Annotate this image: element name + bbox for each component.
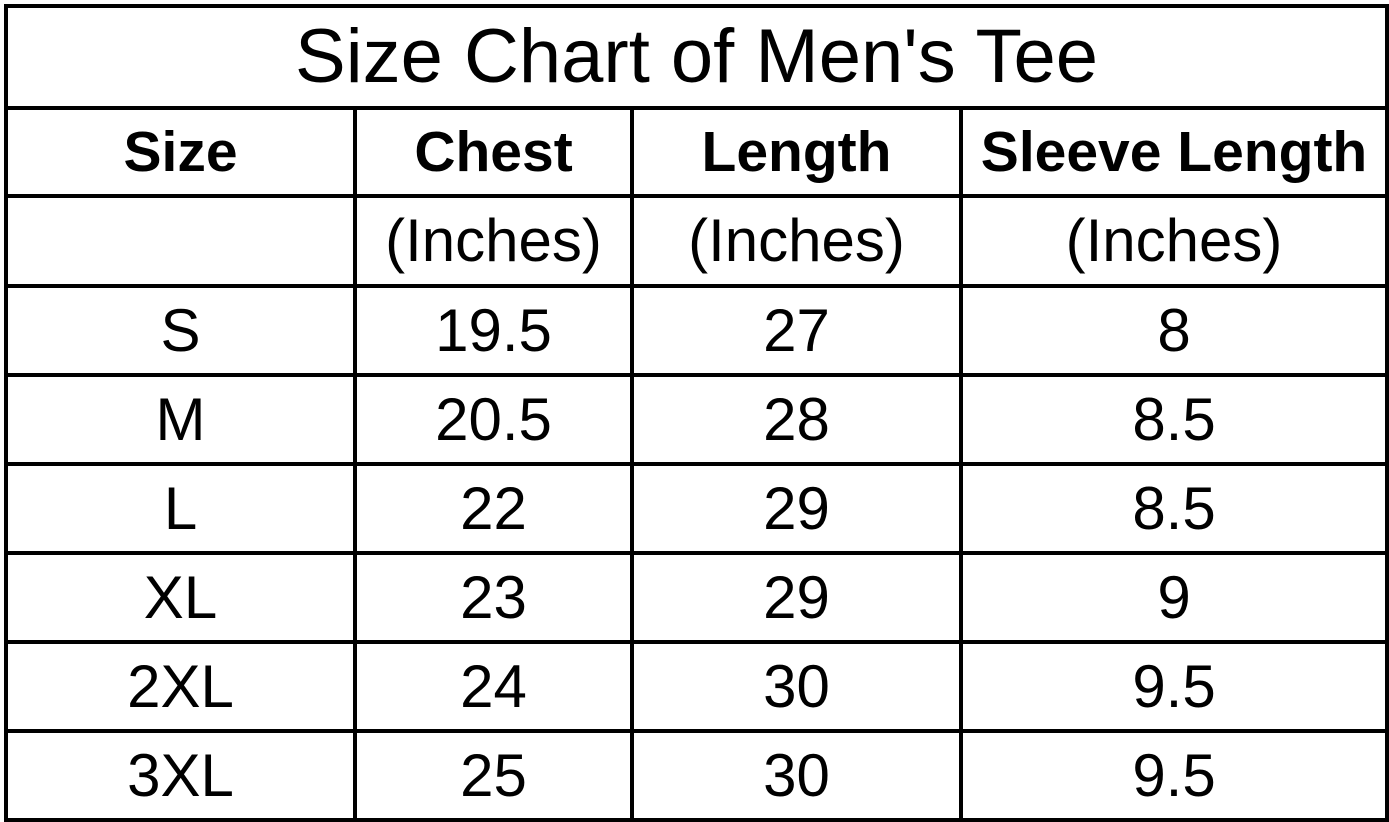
chest-cell: 22 [353, 462, 634, 555]
units-row: (Inches) (Inches) (Inches) [4, 194, 1389, 288]
table-row-m: M 20.5 28 8.5 [4, 373, 1389, 466]
size-cell: S [4, 284, 357, 377]
size-cell: 2XL [4, 640, 357, 733]
length-cell: 30 [630, 729, 963, 822]
length-cell: 29 [630, 462, 963, 555]
unit-label-sleeve-length: (Inches) [958, 194, 1389, 288]
sleeve-length-cell: 9 [958, 551, 1389, 644]
column-header-size: Size [4, 106, 357, 198]
column-header-length: Length [630, 106, 963, 198]
sleeve-length-cell: 8.5 [958, 462, 1389, 555]
unit-label-size [4, 194, 357, 288]
size-cell: M [4, 373, 357, 466]
chest-cell: 19.5 [353, 284, 634, 377]
column-header-sleeve-length: Sleeve Length [958, 106, 1389, 198]
chest-cell: 20.5 [353, 373, 634, 466]
size-cell: XL [4, 551, 357, 644]
chest-cell: 23 [353, 551, 634, 644]
chest-cell: 24 [353, 640, 634, 733]
length-cell: 29 [630, 551, 963, 644]
length-cell: 28 [630, 373, 963, 466]
table-row-l: L 22 29 8.5 [4, 462, 1389, 555]
column-header-chest: Chest [353, 106, 634, 198]
sleeve-length-cell: 9.5 [958, 640, 1389, 733]
table-row-3xl: 3XL 25 30 9.5 [4, 729, 1389, 822]
unit-label-length: (Inches) [630, 194, 963, 288]
length-cell: 27 [630, 284, 963, 377]
chest-cell: 25 [353, 729, 634, 822]
table-row-2xl: 2XL 24 30 9.5 [4, 640, 1389, 733]
size-chart: Size Chart of Men's Tee Size Chest Lengt… [3, 4, 1389, 822]
sleeve-length-cell: 9.5 [958, 729, 1389, 822]
table-row-xl: XL 23 29 9 [4, 551, 1389, 644]
sleeve-length-cell: 8 [958, 284, 1389, 377]
size-cell: L [4, 462, 357, 555]
title-row: Size Chart of Men's Tee [3, 4, 1389, 110]
chart-title: Size Chart of Men's Tee [3, 4, 1389, 110]
sleeve-length-cell: 8.5 [958, 373, 1389, 466]
header-row: Size Chest Length Sleeve Length [4, 106, 1389, 198]
size-chart-table: Size Chart of Men's Tee Size Chest Lengt… [3, 4, 1389, 822]
table-row-s: S 19.5 27 8 [4, 284, 1389, 377]
unit-label-chest: (Inches) [353, 194, 634, 288]
size-cell: 3XL [4, 729, 357, 822]
length-cell: 30 [630, 640, 963, 733]
